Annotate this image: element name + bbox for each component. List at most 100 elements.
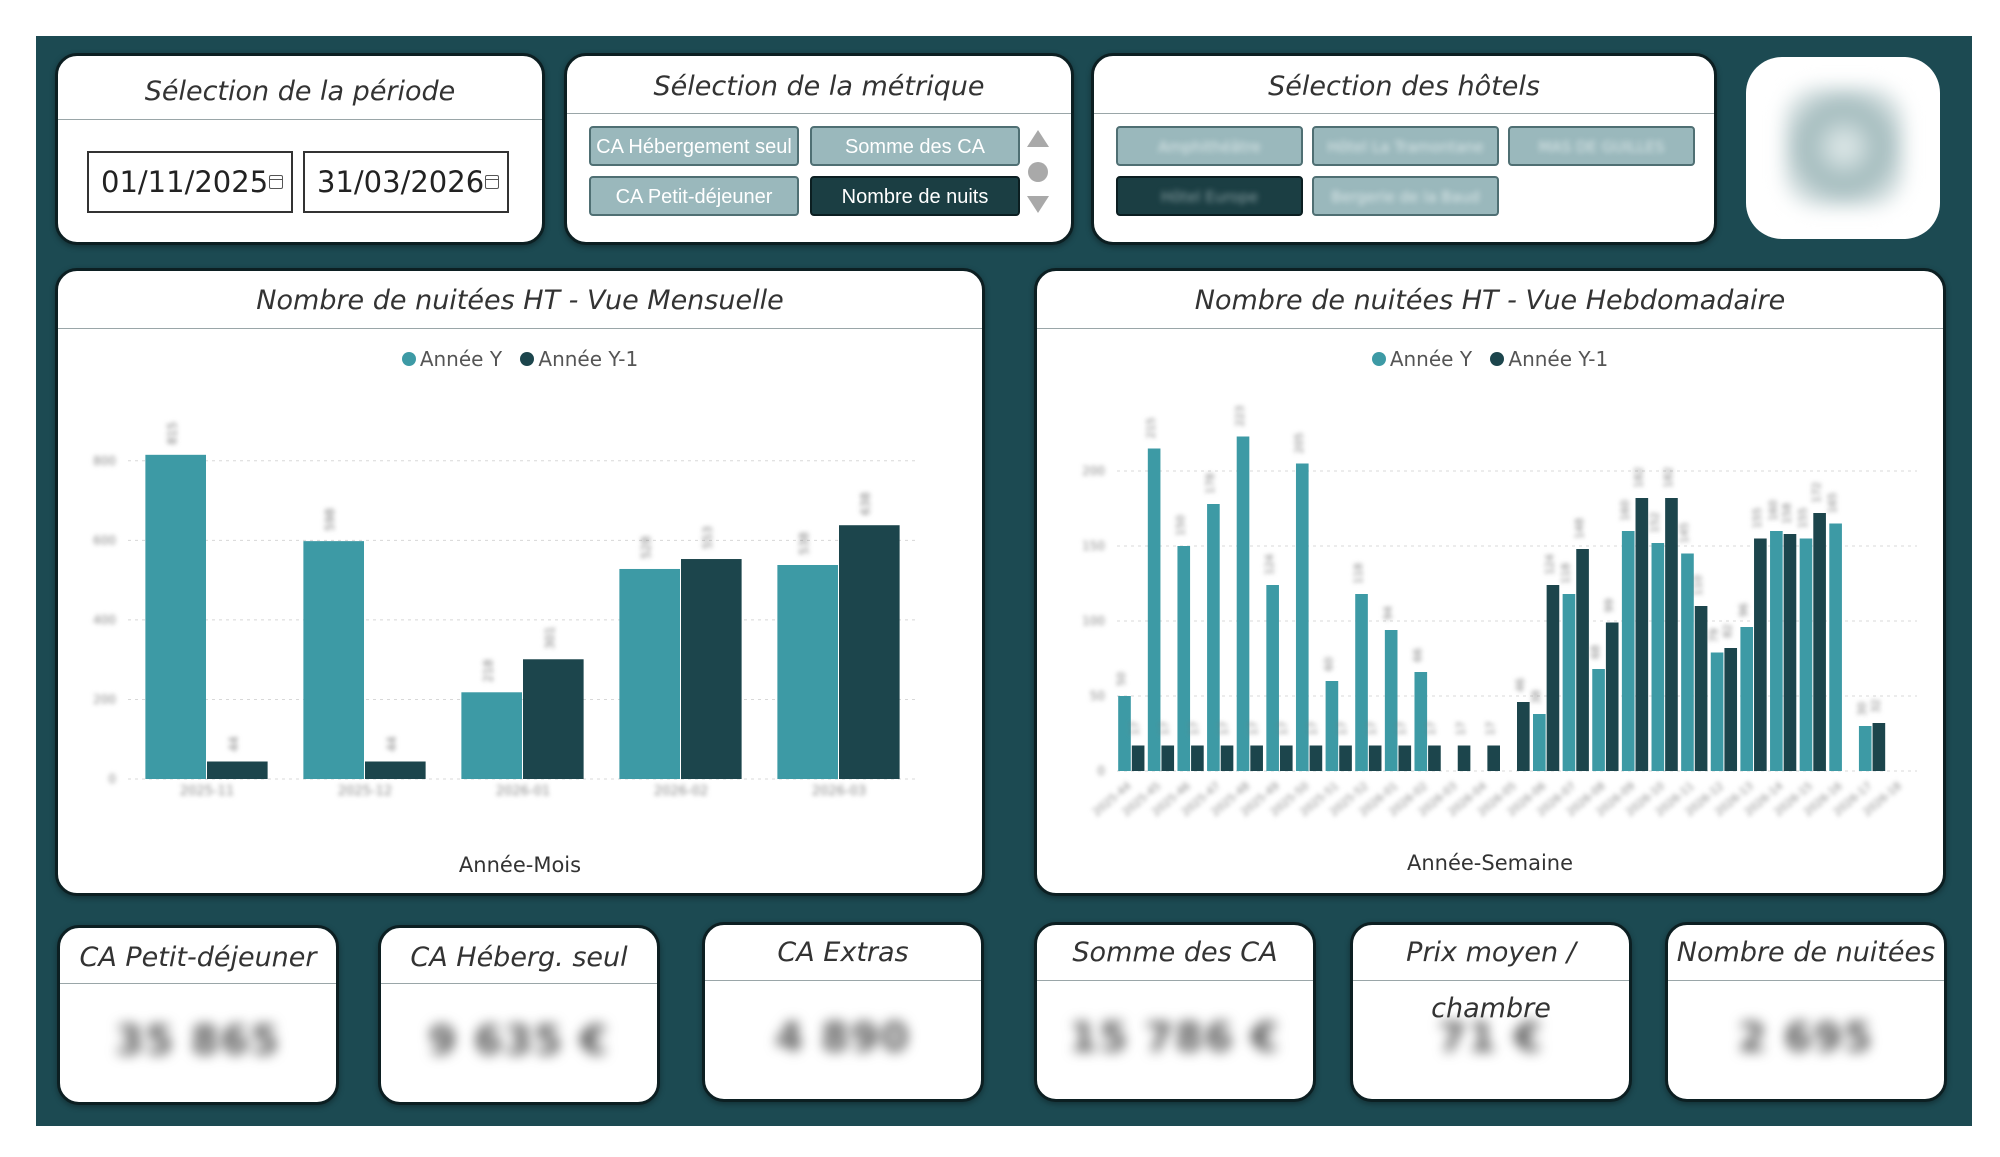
data-label: 60 bbox=[1322, 657, 1335, 671]
bar bbox=[1576, 549, 1589, 771]
metric-slicer-title: Sélection de la métrique bbox=[567, 56, 1071, 114]
data-label: 815 bbox=[165, 422, 179, 445]
start-date-input[interactable]: 01/11/2025 bbox=[87, 151, 293, 213]
scroll-thumb-icon[interactable] bbox=[1028, 162, 1048, 182]
bar bbox=[1325, 681, 1339, 771]
kpi-card-prix-moyen: Prix moyen / chambre 71 € bbox=[1350, 922, 1632, 1102]
data-label: 44 bbox=[227, 736, 241, 751]
metric-slicer: Sélection de la métrique CA Hébergement … bbox=[564, 53, 1074, 245]
x-tick-label: 2025-11 bbox=[180, 784, 234, 799]
data-label: 160 bbox=[1619, 500, 1632, 521]
data-label: 205 bbox=[1293, 433, 1306, 454]
bar bbox=[1295, 463, 1309, 771]
y-tick-label: 200 bbox=[1082, 464, 1105, 478]
legend-swatch-icon bbox=[1371, 352, 1386, 366]
calendar-icon[interactable] bbox=[485, 175, 499, 189]
bar bbox=[1546, 585, 1560, 771]
data-label: 158 bbox=[1780, 503, 1793, 524]
bar bbox=[1339, 745, 1352, 771]
period-slicer-title: Sélection de la période bbox=[58, 56, 542, 120]
bar bbox=[1562, 594, 1576, 771]
data-label: 553 bbox=[701, 526, 715, 549]
bar bbox=[1694, 606, 1708, 771]
data-label: 50 bbox=[1115, 672, 1128, 686]
y-tick-label: 200 bbox=[93, 692, 116, 706]
bar bbox=[777, 564, 838, 779]
data-label: 182 bbox=[1662, 467, 1675, 488]
data-label: 160 bbox=[1767, 500, 1780, 521]
data-label: 38 bbox=[1530, 690, 1543, 704]
weekly-x-axis-title: Année-Semaine bbox=[1406, 851, 1574, 875]
legend-swatch-icon bbox=[401, 352, 416, 366]
scroll-down-arrow-icon[interactable] bbox=[1027, 196, 1049, 213]
kpi-value: 4 890 bbox=[775, 1015, 911, 1061]
bar bbox=[1754, 538, 1767, 771]
bar bbox=[1813, 513, 1826, 771]
bar bbox=[1487, 745, 1500, 771]
hotel-option[interactable]: Hôtel La Tramontane bbox=[1312, 126, 1499, 166]
kpi-card-somme-ca: Somme des CA 15 786 € bbox=[1034, 922, 1316, 1102]
metric-option-ca-hebergement[interactable]: CA Hébergement seul bbox=[589, 126, 799, 166]
bar bbox=[1858, 726, 1872, 771]
end-date-input[interactable]: 31/03/2026 bbox=[303, 151, 509, 213]
legend-item-year-y: Année Y bbox=[1371, 347, 1472, 371]
data-label: 82 bbox=[1721, 624, 1734, 638]
bar bbox=[1355, 594, 1368, 771]
kpi-value: 2 695 bbox=[1738, 1015, 1874, 1061]
data-label: 17 bbox=[1129, 722, 1142, 736]
data-label: 17 bbox=[1484, 722, 1497, 736]
hotel-option[interactable]: Bergerie de la Baud bbox=[1312, 176, 1499, 216]
kpi-title: Somme des CA bbox=[1037, 925, 1313, 981]
brand-logo bbox=[1746, 57, 1940, 239]
weekly-bar-chart: 05010015020050172025-44215172025-4515017… bbox=[1082, 406, 1917, 819]
calendar-icon[interactable] bbox=[269, 175, 283, 189]
kpi-value: 9 635 € bbox=[428, 1018, 610, 1064]
bar bbox=[1236, 436, 1250, 771]
bar bbox=[1309, 745, 1323, 771]
data-label: 124 bbox=[1263, 554, 1276, 575]
hotel-option[interactable]: Hôtel Europe bbox=[1116, 176, 1303, 216]
bar bbox=[1207, 504, 1220, 771]
data-label: 155 bbox=[1796, 508, 1809, 529]
y-tick-label: 100 bbox=[1082, 614, 1105, 628]
bar bbox=[1177, 546, 1191, 771]
metric-option-ca-petit-dejeuner[interactable]: CA Petit-déjeuner bbox=[589, 176, 799, 216]
kpi-title: Prix moyen / chambre bbox=[1353, 925, 1629, 1024]
data-label: 96 bbox=[1737, 603, 1750, 617]
hotel-slicer-title: Sélection des hôtels bbox=[1094, 56, 1714, 114]
legend-swatch-icon bbox=[1490, 352, 1505, 366]
bar bbox=[1161, 745, 1175, 771]
metric-option-somme-ca[interactable]: Somme des CA bbox=[810, 126, 1020, 166]
data-label: 172 bbox=[1810, 482, 1823, 503]
data-label: 32 bbox=[1869, 699, 1882, 713]
bar bbox=[1605, 622, 1619, 771]
x-tick-label: 2026-01 bbox=[496, 784, 550, 799]
hotel-option[interactable]: Amphithéâtre bbox=[1116, 126, 1303, 166]
monthly-chart-legend: Année Y Année Y-1 bbox=[58, 347, 982, 371]
scroll-up-arrow-icon[interactable] bbox=[1027, 130, 1049, 147]
kpi-card-ca-extras: CA Extras 4 890 bbox=[702, 922, 984, 1102]
data-label: 155 bbox=[1751, 508, 1764, 529]
data-label: 145 bbox=[1678, 523, 1691, 544]
bar bbox=[1279, 745, 1293, 771]
kpi-card-nombre-nuitees: Nombre de nuitées 2 695 bbox=[1665, 922, 1947, 1102]
data-label: 17 bbox=[1395, 722, 1408, 736]
kpi-title: CA Héberg. seul bbox=[381, 928, 657, 984]
hotel-option[interactable]: MAS DE GUILLES bbox=[1508, 126, 1695, 166]
bar bbox=[1131, 745, 1145, 771]
bar bbox=[1428, 745, 1441, 771]
data-label: 94 bbox=[1382, 606, 1395, 620]
data-label: 110 bbox=[1692, 575, 1705, 596]
data-label: 17 bbox=[1158, 722, 1171, 736]
legend-item-year-y: Année Y bbox=[401, 347, 502, 371]
bar bbox=[681, 559, 742, 779]
data-label: 17 bbox=[1455, 722, 1468, 736]
metric-option-nombre-nuits[interactable]: Nombre de nuits bbox=[810, 176, 1020, 216]
data-label: 46 bbox=[1514, 678, 1527, 692]
y-tick-label: 0 bbox=[108, 772, 116, 786]
legend-item-year-y1: Année Y-1 bbox=[1490, 347, 1608, 371]
monthly-chart-card: Nombre de nuitées HT - Vue Mensuelle Ann… bbox=[55, 268, 985, 896]
data-label: 17 bbox=[1336, 722, 1349, 736]
data-label: 178 bbox=[1204, 473, 1217, 494]
bar bbox=[303, 541, 364, 779]
